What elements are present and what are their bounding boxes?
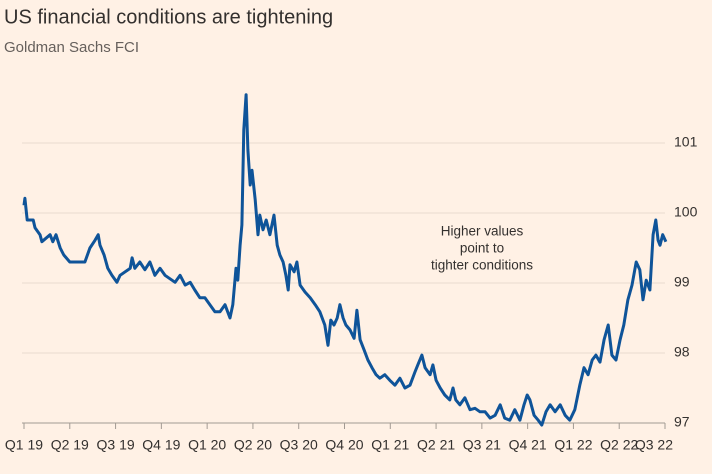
y-tick-label: 98 (674, 344, 690, 360)
x-tick-label: Q4 21 (509, 437, 547, 453)
x-tick-label: Q2 20 (234, 437, 272, 453)
y-tick-label: 100 (674, 204, 698, 220)
x-tick-label: Q4 19 (142, 437, 180, 453)
annotation: point to (460, 241, 504, 256)
annotation: Higher values (441, 224, 524, 239)
x-tick-label: Q1 22 (554, 437, 592, 453)
x-tick-label: Q3 20 (280, 437, 318, 453)
x-tick-label: Q4 20 (325, 437, 363, 453)
x-tick-label: Q1 20 (188, 437, 226, 453)
y-tick-label: 101 (674, 134, 698, 150)
x-tick-label: Q3 22 (635, 437, 673, 453)
x-tick-label: Q2 21 (417, 437, 455, 453)
x-tick-label: Q3 19 (97, 437, 135, 453)
chart-subtitle: Goldman Sachs FCI (4, 39, 139, 56)
x-tick-label: Q2 19 (51, 437, 89, 453)
annotation: tighter conditions (431, 258, 533, 273)
x-tick-label: Q1 19 (5, 437, 43, 453)
x-tick-label: Q1 21 (371, 437, 409, 453)
y-tick-label: 99 (674, 274, 690, 290)
data-line (22, 93, 668, 427)
y-tick-label: 97 (674, 414, 690, 430)
chart-title: US financial conditions are tightening (4, 6, 333, 28)
x-tick-label: Q3 21 (463, 437, 501, 453)
x-tick-label: Q2 22 (600, 437, 638, 453)
